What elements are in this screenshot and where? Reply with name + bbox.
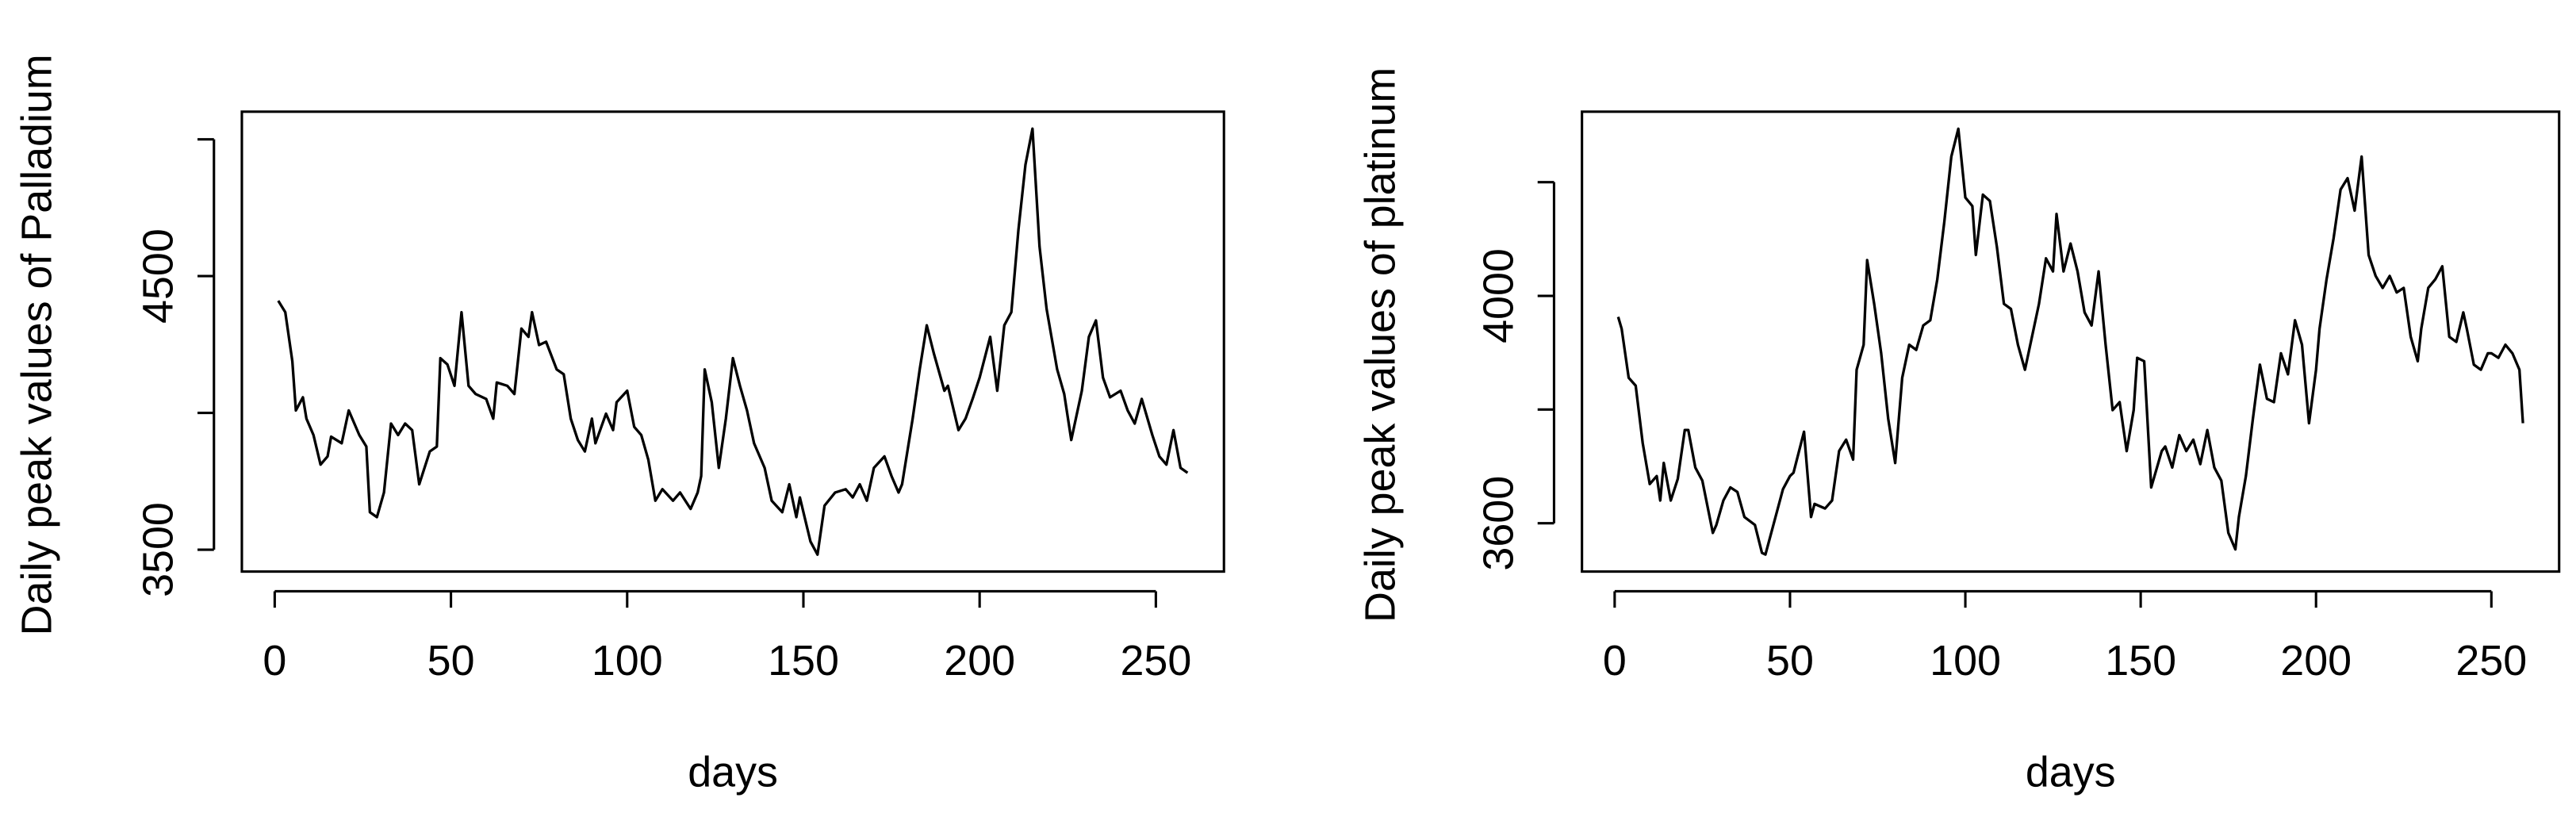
- y-tick-label: 3500: [135, 502, 182, 597]
- y-tick-label: 3600: [1474, 476, 1522, 571]
- x-tick-label: 200: [944, 637, 1015, 685]
- x-tick-label: 250: [2455, 637, 2527, 685]
- x-tick-label: 100: [1930, 637, 2001, 685]
- x-tick-label: 150: [2105, 637, 2176, 685]
- x-tick-label: 0: [263, 637, 286, 685]
- y-tick-label: 4000: [1474, 248, 1522, 343]
- y-axis-title: Daily peak values of platinum: [1356, 67, 1404, 623]
- x-axis-title: days: [688, 749, 778, 796]
- x-tick-label: 200: [2280, 637, 2352, 685]
- x-tick-label: 50: [427, 637, 475, 685]
- y-tick-label: 4500: [135, 228, 182, 324]
- plot-box: [1581, 110, 2561, 573]
- data-line: [1616, 127, 2524, 556]
- x-tick-label: 150: [768, 637, 839, 685]
- data-line: [277, 127, 1189, 556]
- x-axis-title: days: [2026, 749, 2116, 796]
- y-axis-title: Daily peak values of Palladium: [13, 54, 60, 635]
- x-tick-label: 100: [592, 637, 663, 685]
- plot-box: [240, 110, 1225, 573]
- x-tick-label: 250: [1120, 637, 1191, 685]
- x-tick-label: 50: [1766, 637, 1814, 685]
- x-tick-label: 0: [1603, 637, 1627, 685]
